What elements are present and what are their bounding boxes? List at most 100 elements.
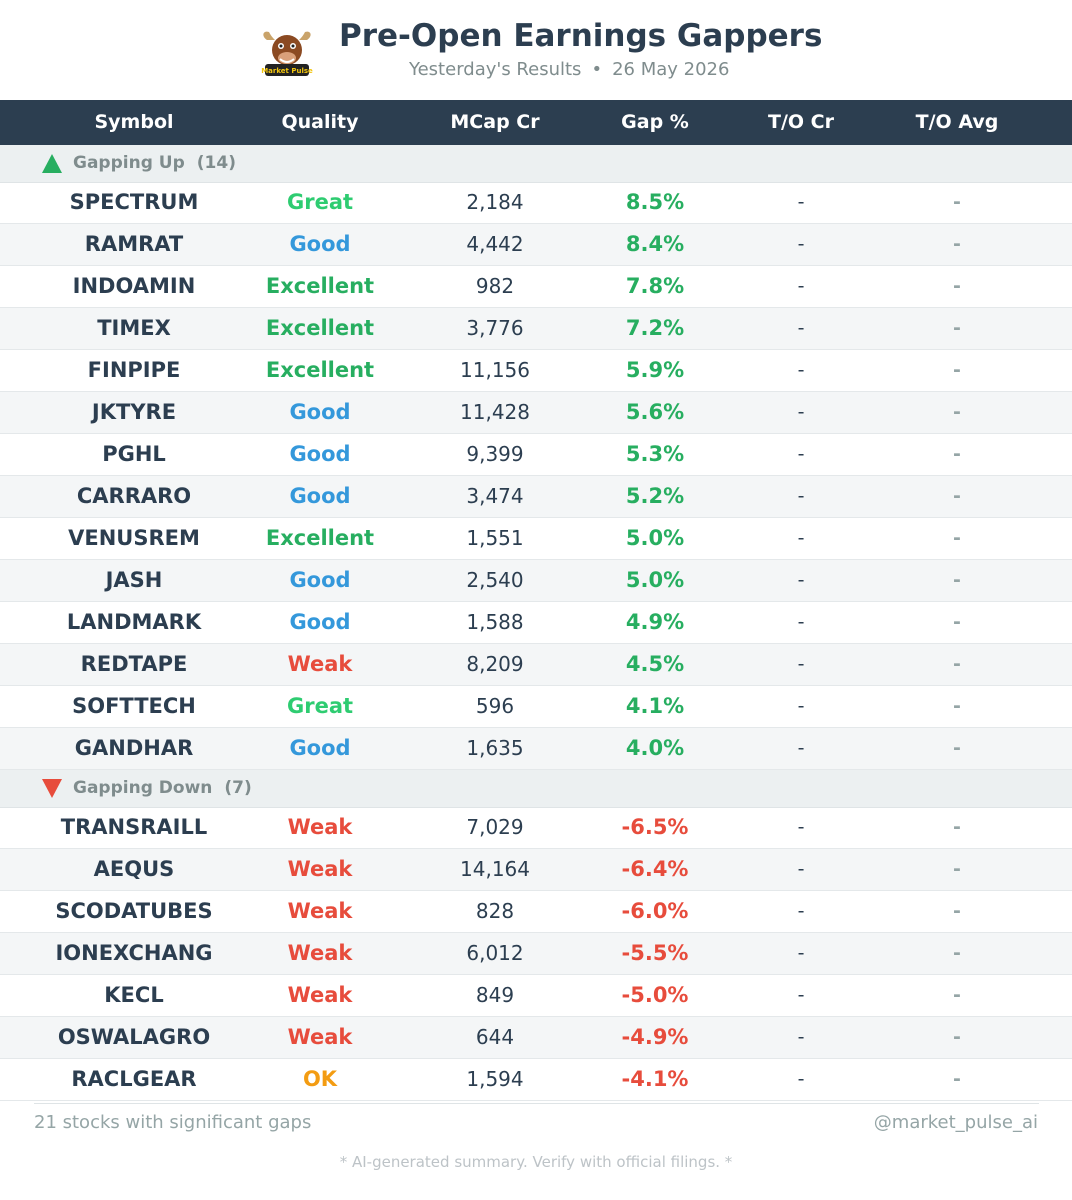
- turnover-avg-cell: -: [953, 984, 961, 1006]
- mcap-cell: 2,184: [466, 190, 524, 214]
- quality-cell: Weak: [287, 652, 353, 676]
- quality-cell: Weak: [287, 857, 353, 881]
- symbol-cell: SOFTTECH: [72, 694, 196, 718]
- table-row: KECL Weak 849 -5.0% - -: [0, 975, 1072, 1017]
- table-row: JASH Good 2,540 5.0% - -: [0, 560, 1072, 602]
- table-row: REDTAPE Weak 8,209 4.5% - -: [0, 644, 1072, 686]
- mcap-cell: 1,635: [466, 736, 524, 760]
- turnover-avg-cell: -: [953, 737, 961, 759]
- column-header-turnover: T/O Cr: [768, 111, 834, 133]
- report-header: Market Pulse Pre-Open Earnings Gappers Y…: [0, 0, 1072, 100]
- gap-cell: 5.0%: [625, 568, 685, 592]
- section-label: Gapping Up (14): [73, 145, 236, 182]
- quality-cell: Excellent: [265, 274, 375, 298]
- table-header: Symbol Quality MCap Cr Gap % T/O Cr T/O …: [0, 100, 1072, 145]
- turnover-avg-cell: -: [953, 401, 961, 423]
- turnover-cell: -: [797, 695, 805, 717]
- turnover-cell: -: [797, 984, 805, 1006]
- gap-cell: 7.8%: [625, 274, 685, 298]
- mcap-cell: 6,012: [466, 941, 524, 965]
- turnover-avg-cell: -: [953, 317, 961, 339]
- symbol-cell: OSWALAGRO: [57, 1025, 211, 1049]
- table-row: SCODATUBES Weak 828 -6.0% - -: [0, 891, 1072, 933]
- turnover-avg-cell: -: [953, 858, 961, 880]
- quality-cell: Great: [286, 190, 354, 214]
- section-count: (14): [196, 153, 236, 173]
- column-header-gap: Gap %: [621, 111, 689, 133]
- turnover-cell: -: [797, 485, 805, 507]
- gap-cell: -6.5%: [621, 815, 689, 839]
- symbol-cell: JKTYRE: [91, 400, 177, 424]
- turnover-cell: -: [797, 900, 805, 922]
- turnover-avg-cell: -: [953, 233, 961, 255]
- turnover-cell: -: [797, 942, 805, 964]
- symbol-cell: REDTAPE: [80, 652, 188, 676]
- section-title: Gapping Up: [73, 153, 185, 173]
- table-row: TIMEX Excellent 3,776 7.2% - -: [0, 308, 1072, 350]
- symbol-cell: RACLGEAR: [71, 1067, 197, 1091]
- quality-cell: Good: [289, 442, 351, 466]
- turnover-avg-cell: -: [953, 1068, 961, 1090]
- table-row: JKTYRE Good 11,428 5.6% - -: [0, 392, 1072, 434]
- page-title: Pre-Open Earnings Gappers: [339, 18, 823, 54]
- turnover-avg-cell: -: [953, 443, 961, 465]
- mcap-cell: 8,209: [466, 652, 524, 676]
- mcap-cell: 828: [475, 899, 515, 923]
- triangle-down-icon: [42, 779, 62, 798]
- turnover-avg-cell: -: [953, 611, 961, 633]
- turnover-cell: -: [797, 527, 805, 549]
- section-header-up: Gapping Up (14): [0, 145, 1072, 183]
- section-title: Gapping Down: [73, 778, 213, 798]
- table-row: PGHL Good 9,399 5.3% - -: [0, 434, 1072, 476]
- symbol-cell: TRANSRAILL: [60, 815, 208, 839]
- turnover-cell: -: [797, 569, 805, 591]
- table-row: AEQUS Weak 14,164 -6.4% - -: [0, 849, 1072, 891]
- turnover-cell: -: [797, 191, 805, 213]
- logo-text: Market Pulse: [261, 67, 313, 75]
- column-header-symbol: Symbol: [94, 111, 174, 133]
- quality-cell: Excellent: [265, 316, 375, 340]
- table-row: RACLGEAR OK 1,594 -4.1% - -: [0, 1059, 1072, 1101]
- gap-cell: -4.1%: [621, 1067, 689, 1091]
- mcap-cell: 2,540: [466, 568, 524, 592]
- turnover-cell: -: [797, 317, 805, 339]
- table-row: RAMRAT Good 4,442 8.4% - -: [0, 224, 1072, 266]
- turnover-avg-cell: -: [953, 653, 961, 675]
- turnover-avg-cell: -: [953, 359, 961, 381]
- turnover-avg-cell: -: [953, 485, 961, 507]
- mcap-cell: 11,428: [460, 400, 530, 424]
- gap-cell: 5.0%: [625, 526, 685, 550]
- table-row: OSWALAGRO Weak 644 -4.9% - -: [0, 1017, 1072, 1059]
- quality-cell: Great: [286, 694, 354, 718]
- turnover-cell: -: [797, 1068, 805, 1090]
- symbol-cell: SPECTRUM: [69, 190, 199, 214]
- symbol-cell: CARRARO: [76, 484, 192, 508]
- column-header-mcap: MCap Cr: [450, 111, 540, 133]
- turnover-avg-cell: -: [953, 527, 961, 549]
- quality-cell: Weak: [287, 815, 353, 839]
- quality-cell: OK: [302, 1067, 338, 1091]
- turnover-avg-cell: -: [953, 695, 961, 717]
- gap-cell: 4.5%: [625, 652, 685, 676]
- turnover-avg-cell: -: [953, 1026, 961, 1048]
- gap-cell: -4.9%: [621, 1025, 689, 1049]
- mcap-cell: 14,164: [460, 857, 530, 881]
- footer-handle: @market_pulse_ai: [873, 1112, 1038, 1133]
- symbol-cell: LANDMARK: [66, 610, 202, 634]
- report-date: 26 May 2026: [612, 59, 730, 80]
- mcap-cell: 849: [475, 983, 515, 1007]
- turnover-avg-cell: -: [953, 816, 961, 838]
- quality-cell: Good: [289, 610, 351, 634]
- quality-cell: Good: [289, 484, 351, 508]
- turnover-cell: -: [797, 1026, 805, 1048]
- footer-summary: 21 stocks with significant gaps: [34, 1112, 312, 1133]
- table-row: VENUSREM Excellent 1,551 5.0% - -: [0, 518, 1072, 560]
- mcap-cell: 596: [475, 694, 515, 718]
- gap-cell: 5.6%: [625, 400, 685, 424]
- mcap-cell: 11,156: [460, 358, 530, 382]
- column-header-turnover-avg: T/O Avg: [915, 111, 999, 133]
- turnover-cell: -: [797, 858, 805, 880]
- gap-cell: 5.2%: [625, 484, 685, 508]
- turnover-avg-cell: -: [953, 942, 961, 964]
- symbol-cell: IONEXCHANG: [55, 941, 213, 965]
